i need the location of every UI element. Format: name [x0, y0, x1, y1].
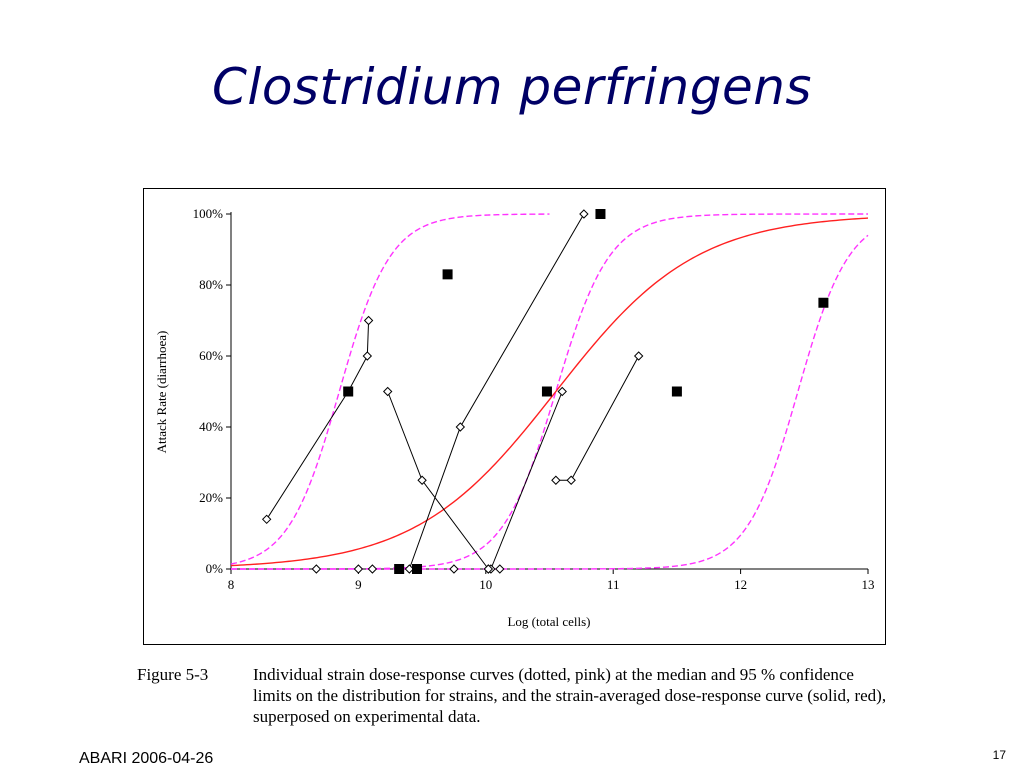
strain-curve — [231, 213, 868, 570]
strain-point — [311, 564, 322, 574]
experimental-point — [412, 564, 423, 574]
strain-series-line — [387, 391, 489, 570]
slide-title: Clostridium perfringens — [212, 58, 812, 116]
strain-point — [566, 475, 576, 485]
strain-point — [455, 422, 466, 432]
y-tick-label: 0% — [206, 561, 224, 576]
figure-caption-text: Individual strain dose-response curves (… — [253, 665, 887, 726]
strain-point — [417, 475, 427, 485]
y-tick-label: 100% — [193, 206, 224, 221]
experimental-point — [343, 386, 354, 397]
strain-point — [633, 351, 644, 361]
strain-point — [557, 386, 567, 397]
x-axis-title: Log (total cells) — [507, 614, 590, 629]
x-tick-label: 9 — [355, 577, 362, 592]
strain-series — [261, 209, 644, 574]
chart-axes: 8 9 10 11 12 13 0% 20% 40% 60% 80% 100% — [193, 206, 875, 592]
experimental-point — [595, 209, 606, 219]
page-number: 17 — [992, 748, 1006, 762]
strain-series-line — [266, 320, 370, 520]
strain-point — [363, 315, 374, 326]
strain-series-line — [555, 355, 640, 481]
strain-curves — [230, 213, 869, 570]
x-tick-label: 8 — [228, 577, 235, 592]
strain-point — [483, 564, 494, 574]
x-tick-label: 11 — [607, 577, 620, 592]
strain-point — [495, 564, 505, 574]
y-tick-label: 40% — [199, 419, 223, 434]
footer-source: ABARI 2006-04-26 — [79, 750, 214, 767]
strain-curve — [231, 234, 869, 570]
figure-caption-label: Figure 5-3 — [137, 665, 209, 684]
strain-point — [551, 475, 561, 485]
experimental-point — [394, 564, 405, 574]
y-tick-label: 80% — [199, 277, 223, 292]
x-tick-label: 13 — [862, 577, 875, 592]
strain-point — [353, 564, 364, 574]
strain-point — [382, 386, 393, 397]
strain-point — [367, 564, 378, 574]
figure-frame: 8 9 10 11 12 13 0% 20% 40% 60% 80% 100% Log (total … — [143, 188, 886, 645]
strain-point — [261, 514, 272, 525]
x-tick-label: 10 — [479, 577, 492, 592]
strain-series-line — [490, 391, 563, 570]
y-tick-label: 20% — [199, 490, 223, 505]
experimental-point — [442, 269, 453, 280]
strain-point — [449, 564, 459, 574]
strain-curve — [230, 213, 550, 565]
experimental-point — [818, 297, 829, 308]
dose-response-chart: 8 9 10 11 12 13 0% 20% 40% 60% 80% 100% Log (total … — [154, 206, 875, 629]
averaged-curve-line — [230, 217, 869, 567]
y-tick-label: 60% — [199, 348, 223, 363]
experimental-point — [541, 386, 552, 397]
strain-point — [362, 351, 373, 361]
experimental-data — [343, 209, 829, 574]
experimental-point — [671, 386, 682, 397]
strain-point — [579, 209, 589, 219]
y-axis-title: Attack Rate (diarrhoea) — [154, 331, 169, 454]
averaged-curve — [230, 217, 869, 567]
x-tick-label: 12 — [734, 577, 747, 592]
